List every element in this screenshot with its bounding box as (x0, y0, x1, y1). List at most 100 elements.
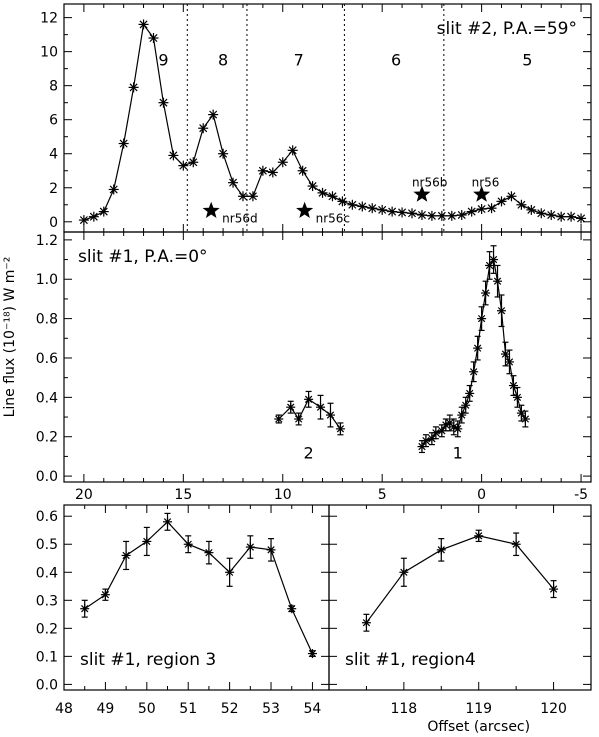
data-point (335, 424, 345, 434)
data-point (477, 314, 487, 324)
data-point (198, 123, 209, 134)
data-point (78, 215, 89, 226)
data-point (549, 584, 559, 594)
data-point (461, 400, 471, 410)
y-tick-label: 10 (40, 45, 58, 61)
data-point (426, 210, 437, 221)
data-point (88, 211, 99, 222)
y-tick-label: 0.3 (36, 593, 58, 609)
bottom-right-panel-frame (328, 504, 592, 691)
data-point (178, 160, 189, 171)
data-point (520, 414, 530, 424)
data-point (208, 109, 219, 120)
data-point (158, 97, 169, 108)
data-point (325, 410, 335, 420)
data-point (297, 165, 308, 176)
region-label: 6 (391, 50, 401, 69)
data-point (397, 207, 408, 218)
x-tick-label: 120 (540, 701, 567, 717)
data-point (121, 550, 131, 560)
x-tick-label: 54 (304, 701, 322, 717)
data-point (556, 211, 567, 222)
data-point (118, 138, 129, 149)
panel-annotation: slit #1, region 3 (80, 650, 216, 670)
data-point (183, 539, 193, 549)
data-point (168, 150, 179, 161)
data-point (576, 213, 587, 224)
data-point (407, 208, 418, 219)
data-point (307, 181, 318, 192)
data-point (304, 394, 314, 404)
data-point (337, 196, 348, 207)
data-point (469, 367, 479, 377)
region-label: 8 (218, 50, 228, 69)
data-point (80, 604, 90, 614)
data-point (347, 199, 358, 210)
y-tick-label: 0.4 (36, 565, 58, 581)
data-point (274, 414, 284, 424)
data-point (457, 410, 467, 420)
y-tick-label: 0.1 (36, 649, 58, 665)
data-point (266, 545, 276, 555)
data-point (188, 157, 199, 168)
data-point (466, 206, 477, 217)
panel-annotation: slit #2, P.A.=59° (437, 19, 577, 39)
y-tick-label: 0.2 (36, 621, 58, 637)
region-label: 9 (158, 50, 168, 69)
y-tick-label: 0.6 (36, 351, 58, 367)
star-label: nr56d (222, 212, 257, 226)
data-point (317, 187, 328, 198)
y-tick-label: 0.5 (36, 537, 58, 553)
data-point (416, 209, 427, 220)
series-line (84, 520, 313, 654)
star-marker (296, 201, 314, 218)
y-tick-label: 1.2 (36, 233, 58, 249)
x-tick-label: 49 (96, 701, 114, 717)
data-point (473, 343, 483, 353)
x-tick-label: 10 (274, 487, 292, 503)
region-label: 5 (522, 50, 532, 69)
data-point (526, 204, 537, 215)
data-point (247, 191, 258, 202)
data-point (399, 567, 409, 577)
data-point (138, 19, 149, 30)
data-point (489, 255, 499, 265)
data-point (108, 184, 119, 195)
data-point (546, 209, 557, 220)
data-point (142, 536, 152, 546)
data-point (566, 211, 577, 222)
star-label: nr56 (472, 176, 500, 190)
data-point (516, 199, 527, 210)
x-axis-label: Offset (arcsec) (427, 719, 530, 735)
data-point (257, 165, 268, 176)
y-tick-label: 0.2 (36, 430, 58, 446)
region-label: 7 (294, 50, 304, 69)
data-point (357, 201, 368, 212)
y-tick-label: 1.0 (36, 272, 58, 288)
x-tick-label: 50 (138, 701, 156, 717)
panel-annotation: slit #1, region4 (345, 650, 476, 670)
x-tick-label: 5 (378, 487, 387, 503)
data-point (453, 424, 463, 434)
data-point (504, 357, 514, 367)
x-tick-label: 0 (477, 487, 486, 503)
data-point (367, 203, 378, 214)
x-tick-label: 20 (75, 487, 93, 503)
data-point (237, 191, 248, 202)
data-point (294, 414, 304, 424)
star-marker (413, 185, 431, 202)
region-label: 2 (304, 443, 314, 462)
y-tick-label: 0.4 (36, 390, 58, 406)
data-point (387, 206, 398, 217)
region-label: 1 (453, 443, 463, 462)
data-point (476, 204, 487, 215)
y-tick-label: 12 (40, 11, 58, 27)
y-tick-label: 0.0 (36, 677, 58, 693)
data-point (516, 408, 526, 418)
x-tick-label: -5 (574, 487, 588, 503)
x-tick-label: 48 (55, 701, 73, 717)
data-point (497, 306, 507, 316)
data-point (327, 191, 338, 202)
data-point (267, 167, 278, 178)
